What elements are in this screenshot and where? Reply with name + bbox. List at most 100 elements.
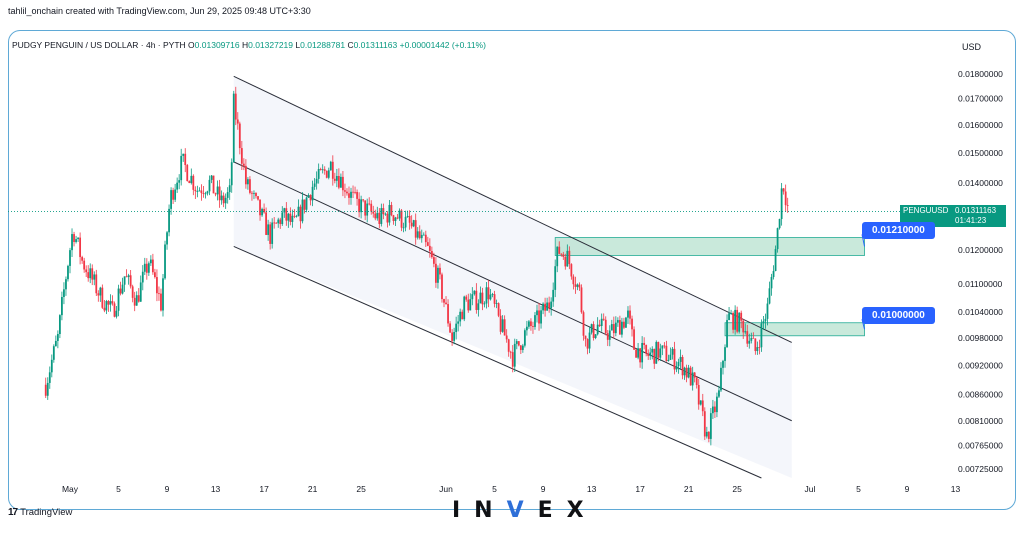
candle-body xyxy=(750,337,753,341)
support-zone-1[interactable] xyxy=(724,322,865,337)
candle-body xyxy=(293,215,296,217)
candle-body xyxy=(463,296,466,320)
candle-body xyxy=(99,287,102,296)
candle-body xyxy=(592,324,595,339)
channel-line-upper[interactable] xyxy=(233,75,792,343)
candle-body xyxy=(364,200,367,216)
candle-body xyxy=(362,199,365,201)
candle-body xyxy=(303,199,306,210)
candle-body xyxy=(291,215,294,222)
candle-body xyxy=(135,295,138,306)
zone-callout-lower[interactable]: 0.01000000 xyxy=(862,307,935,325)
candle-body xyxy=(259,199,261,216)
x-tick-label: 5 xyxy=(116,484,121,494)
candle-body xyxy=(81,257,84,261)
y-tick-label: 0.00860000 xyxy=(958,390,1003,400)
candle-body xyxy=(97,293,100,296)
candle-body xyxy=(643,342,646,346)
candle-body xyxy=(705,431,708,437)
candle-body xyxy=(358,198,360,213)
symbol-name[interactable]: PUDGY PENGUIN / US DOLLAR · 4h · PYTH xyxy=(12,40,186,50)
candle-body xyxy=(210,175,213,180)
candle-body xyxy=(400,210,403,228)
candle-body xyxy=(675,366,678,370)
candle-body xyxy=(772,270,775,278)
candle-body xyxy=(637,348,639,358)
candle-body xyxy=(390,204,393,216)
candle-body xyxy=(430,251,433,258)
candle-body xyxy=(491,294,494,295)
candle-body xyxy=(54,340,57,347)
candle-body xyxy=(451,332,453,341)
chart-frame xyxy=(8,30,1016,510)
candle-body xyxy=(471,294,474,300)
candle-body xyxy=(473,290,476,295)
candle-body xyxy=(220,195,223,201)
candle-body xyxy=(707,431,710,439)
candle-body xyxy=(313,183,316,187)
candle-body xyxy=(131,286,134,298)
y-tick-label: 0.00810000 xyxy=(958,416,1003,426)
candle-body xyxy=(91,268,94,280)
candle-body xyxy=(493,294,496,304)
x-tick-label: 9 xyxy=(165,484,170,494)
candle-body xyxy=(414,220,417,238)
candle-body xyxy=(621,321,623,335)
candle-body xyxy=(538,310,540,324)
candle-body xyxy=(562,254,565,257)
price-tag-countdown: 01:41:23 xyxy=(955,215,987,225)
candle-body xyxy=(285,208,288,221)
candle-body xyxy=(576,284,579,287)
candle-body xyxy=(645,345,648,354)
last-price-tag: PENGUUSD 0.01311163 01:41:23 xyxy=(900,204,1006,227)
candle-body xyxy=(679,356,682,362)
candle-body xyxy=(204,193,207,195)
channel-line-middle[interactable] xyxy=(233,161,792,422)
candle-body xyxy=(79,237,82,258)
candle-body xyxy=(352,191,354,193)
candle-body xyxy=(697,385,700,405)
x-tick-label: 13 xyxy=(951,484,961,494)
candle-body xyxy=(105,301,108,311)
candle-body xyxy=(768,288,771,304)
tradingview-text: TradingView xyxy=(20,507,73,518)
close-value: 0.01311163 xyxy=(353,40,398,50)
candle-body xyxy=(572,276,575,285)
candle-body xyxy=(515,341,518,344)
candle-body xyxy=(156,277,158,294)
candle-body xyxy=(192,175,195,190)
close-label: C xyxy=(347,40,354,50)
candle-body xyxy=(691,372,694,386)
candle-body xyxy=(289,213,292,222)
support-zone-0[interactable] xyxy=(554,237,865,256)
y-tick-label: 0.01800000 xyxy=(958,69,1003,79)
candle-body xyxy=(236,119,239,124)
candle-body xyxy=(760,323,763,348)
channel-line-lower[interactable] xyxy=(233,245,762,479)
candle-body xyxy=(536,310,538,316)
candle-body xyxy=(151,259,154,273)
candle-body xyxy=(170,190,172,209)
currency-label[interactable]: USD xyxy=(962,42,982,52)
candle-body xyxy=(437,267,439,283)
candle-body xyxy=(612,324,615,334)
candle-body xyxy=(168,208,170,233)
candle-body xyxy=(232,93,235,163)
candle-body xyxy=(507,339,510,352)
candle-body xyxy=(786,205,789,206)
candle-body xyxy=(774,249,777,271)
candle-body xyxy=(532,326,534,327)
y-tick-label: 0.01100000 xyxy=(958,279,1003,289)
zone-callout-upper[interactable]: 0.01210000 xyxy=(862,222,935,240)
candle-body xyxy=(333,178,336,181)
candle-body xyxy=(63,289,65,298)
candle-body xyxy=(267,224,270,235)
candle-body xyxy=(548,302,551,309)
candle-body xyxy=(287,213,290,221)
candle-body xyxy=(315,178,318,184)
candle-body xyxy=(578,284,581,288)
candle-body xyxy=(366,203,369,216)
candle-body xyxy=(73,234,75,242)
candle-body xyxy=(590,324,593,333)
